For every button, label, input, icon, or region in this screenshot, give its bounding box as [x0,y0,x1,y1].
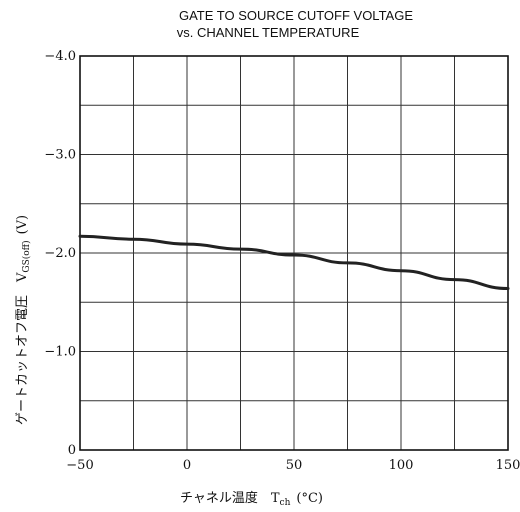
y-axis-label: ゲートカットオフ電圧 VGS(off) (V) [15,215,32,425]
chart-title-line-1: GATE TO SOURCE CUTOFF VOLTAGE [179,8,413,23]
series-line [78,234,510,290]
y-tick-label: −1.0 [44,345,76,360]
x-axis-label-unit: (°C) [296,491,323,506]
chart-title-line-2: vs. CHANNEL TEMPERATURE [177,25,360,40]
y-axis-label-text: ゲートカットオフ電圧 V [15,272,30,425]
y-tick-labels: −4.0 −3.0 −2.0 −1.0 0 [44,49,76,458]
plot-frame [79,55,509,451]
y-tick-label: −3.0 [44,148,76,163]
x-tick-label: 150 [496,458,520,473]
x-tick-labels: −50 0 50 100 150 [66,458,520,473]
x-axis-label-text: チャネル温度 T [180,490,280,506]
x-tick-label: −50 [66,458,93,473]
x-tick-label: 50 [286,458,303,473]
x-tick-label: 100 [389,458,414,473]
grid [80,56,508,450]
y-tick-label: 0 [68,443,76,458]
y-tick-label: −2.0 [44,246,76,261]
chart-title: GATE TO SOURCE CUTOFF VOLTAGE vs. CHANNE… [177,8,414,40]
y-axis-label-subscript: GS(off) [21,240,32,272]
x-axis-label-subscript: ch [280,498,291,508]
y-tick-label: −4.0 [44,49,76,64]
x-tick-label: 0 [183,458,191,473]
y-axis-label-unit: (V) [15,215,30,235]
x-axis-label: チャネル温度 Tch (°C) [180,490,323,508]
